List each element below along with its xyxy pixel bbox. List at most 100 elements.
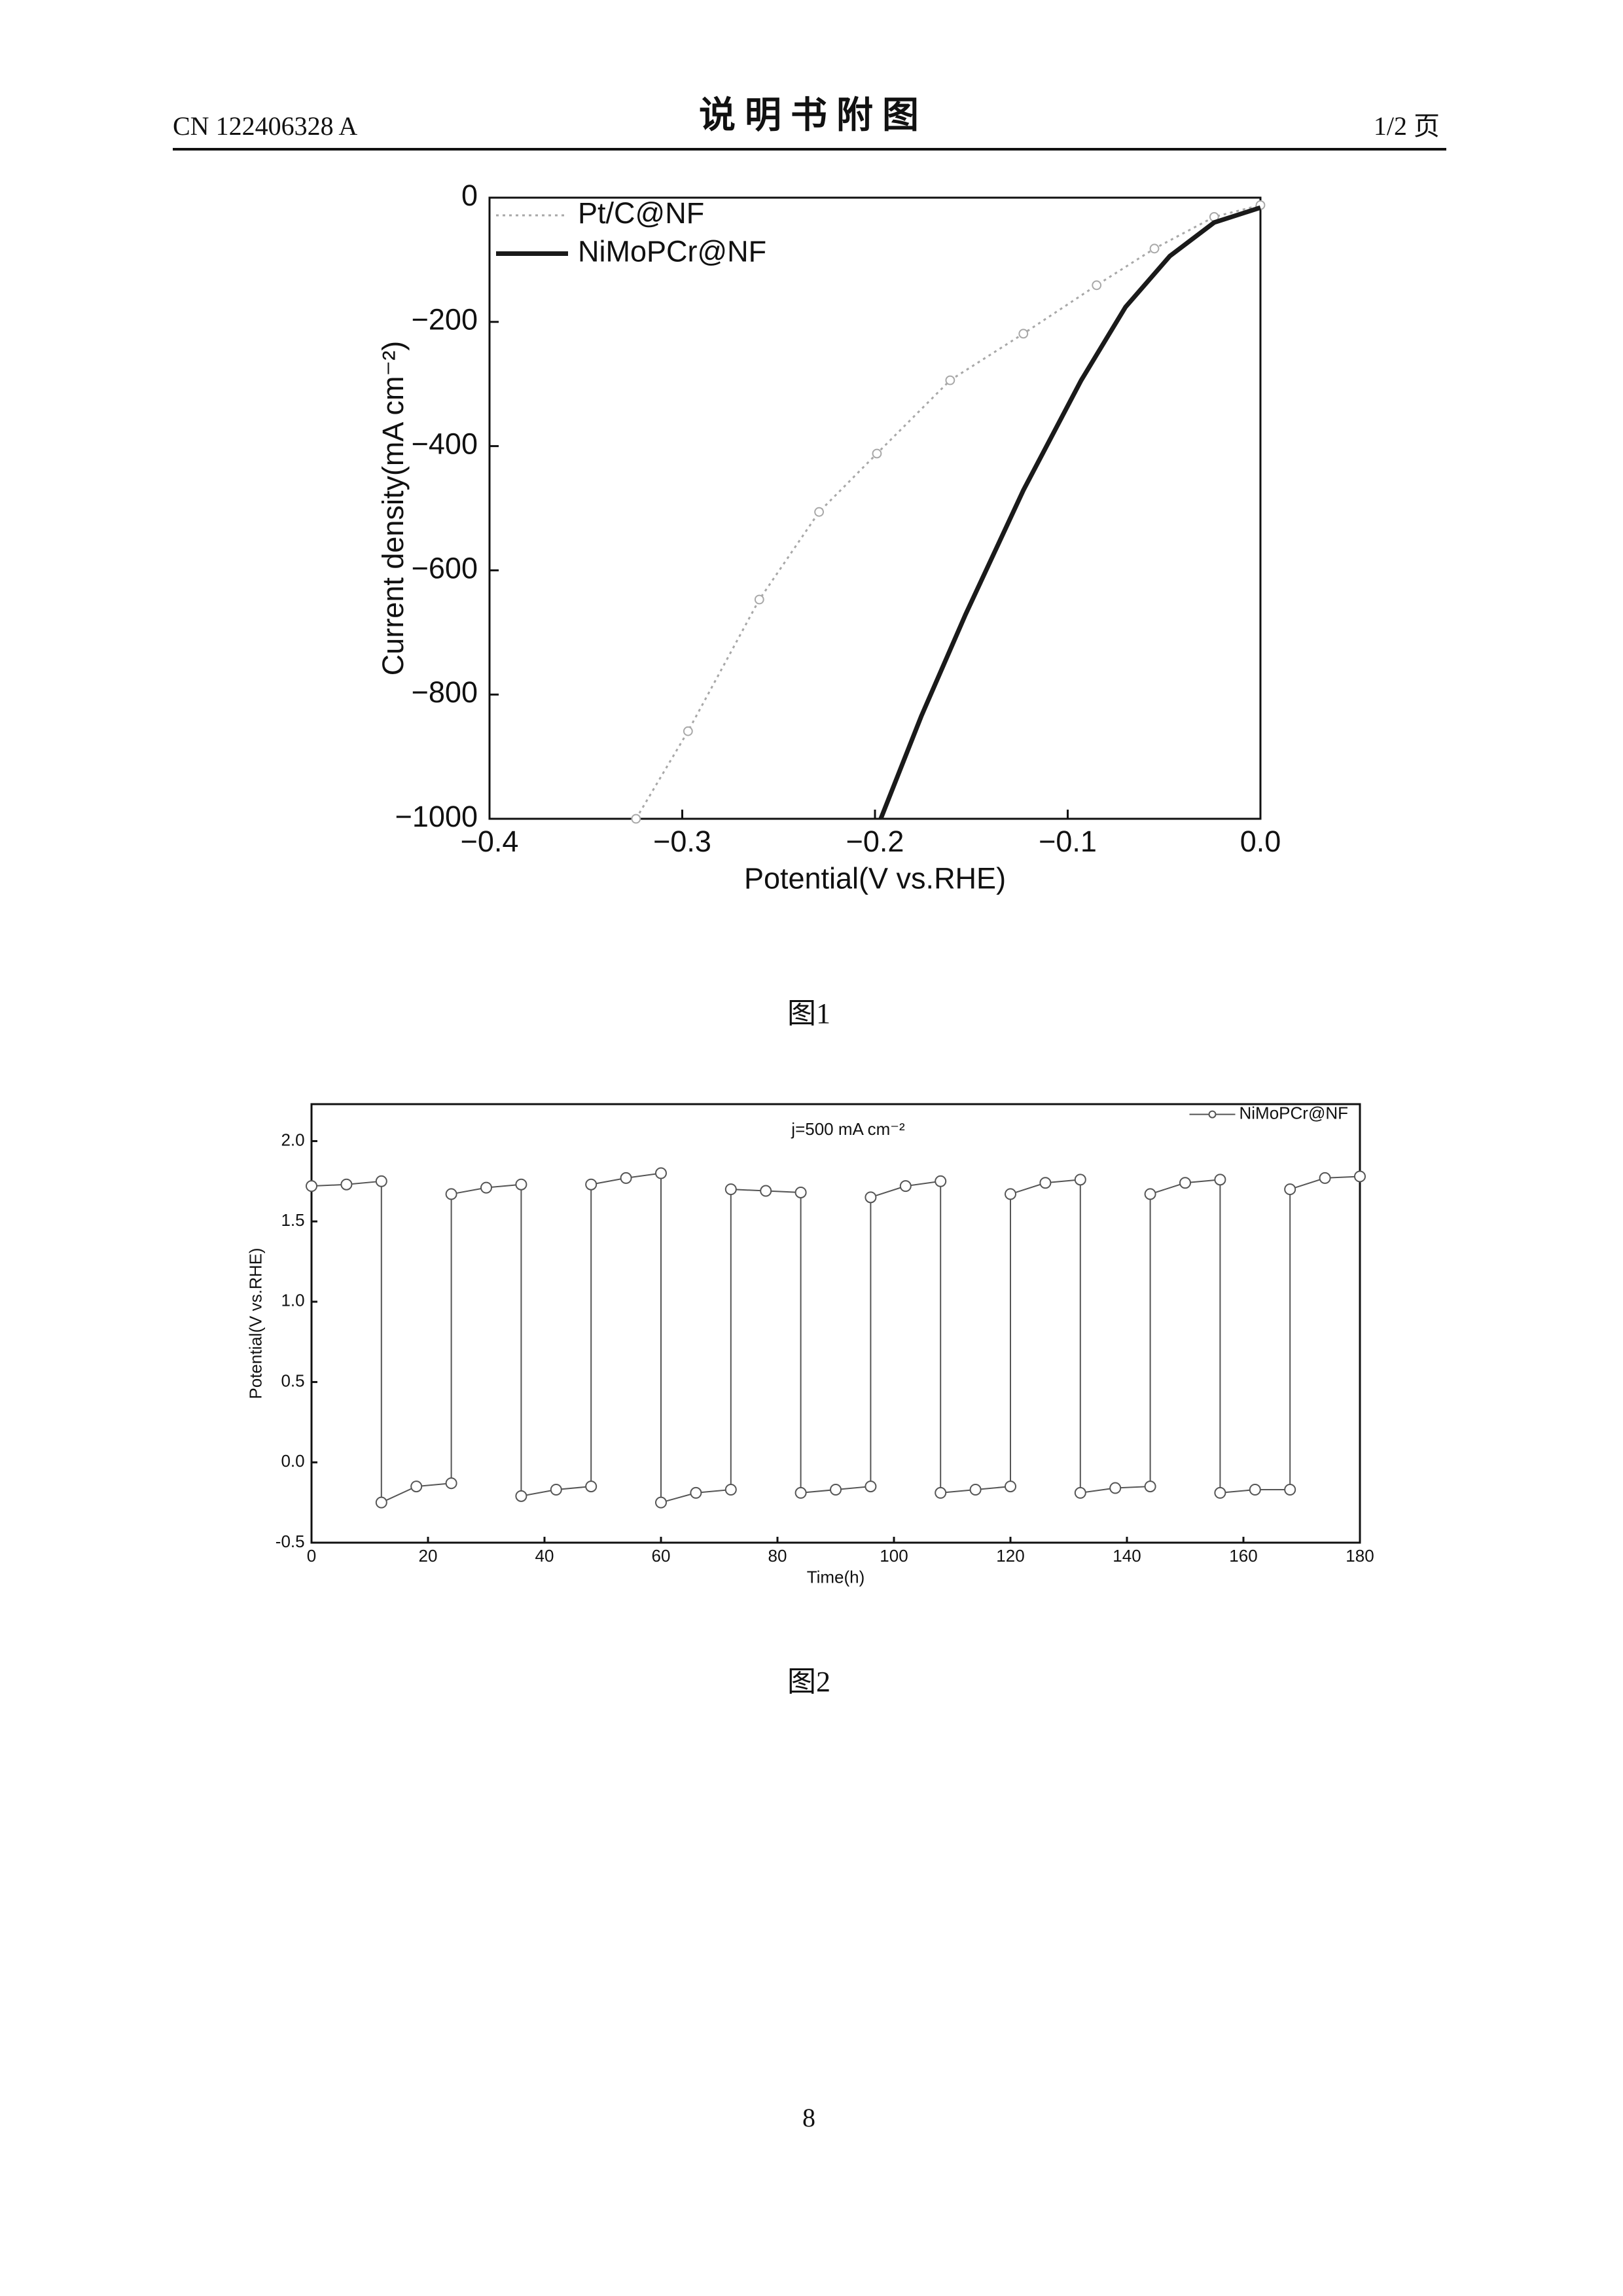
series-marker bbox=[516, 1179, 526, 1190]
series-marker bbox=[1075, 1488, 1086, 1498]
legend-label: NiMoPCr@NF bbox=[1240, 1103, 1349, 1122]
series-marker bbox=[481, 1183, 491, 1193]
series-marker bbox=[1110, 1483, 1120, 1494]
figure-caption: 图1 bbox=[787, 997, 830, 1030]
x-tick-label: 120 bbox=[996, 1546, 1024, 1566]
page: CN 122406328 A 说 明 书 附 图 1/2 页 8 −0.4−0.… bbox=[0, 0, 1623, 2296]
series-marker bbox=[376, 1498, 387, 1508]
x-tick-label: 100 bbox=[880, 1546, 908, 1566]
y-tick-label: 0.5 bbox=[281, 1371, 304, 1390]
document: CN 122406328 A 说 明 书 附 图 1/2 页 8 −0.4−0.… bbox=[0, 0, 1623, 2296]
x-tick-label: −0.2 bbox=[846, 825, 904, 858]
x-tick-label: 80 bbox=[768, 1546, 787, 1566]
patent-number: CN 122406328 A bbox=[173, 111, 357, 141]
series-marker bbox=[446, 1189, 457, 1199]
series-marker bbox=[1285, 1184, 1295, 1194]
series-marker bbox=[1285, 1484, 1295, 1495]
series-marker bbox=[1355, 1171, 1365, 1181]
series-marker bbox=[1215, 1174, 1225, 1185]
series-marker bbox=[306, 1181, 317, 1191]
series-line bbox=[636, 205, 1260, 819]
series-marker bbox=[551, 1484, 562, 1495]
legend-label: Pt/C@NF bbox=[578, 196, 704, 230]
y-tick-label: −1000 bbox=[395, 800, 478, 833]
series-marker bbox=[901, 1181, 911, 1191]
series-marker bbox=[411, 1481, 421, 1492]
series-marker bbox=[971, 1484, 981, 1495]
y-tick-label: −200 bbox=[412, 303, 478, 336]
x-axis-label: Potential(V vs.RHE) bbox=[744, 861, 1006, 895]
series-marker bbox=[755, 596, 764, 604]
x-axis-label: Time(h) bbox=[807, 1567, 865, 1587]
y-tick-label: -0.5 bbox=[276, 1532, 305, 1551]
series-marker bbox=[935, 1488, 946, 1498]
y-tick-label: −800 bbox=[412, 675, 478, 709]
series-marker bbox=[830, 1484, 841, 1495]
x-tick-label: 0 bbox=[307, 1546, 316, 1566]
series-marker bbox=[1180, 1177, 1190, 1188]
series-marker bbox=[516, 1491, 526, 1501]
series-marker bbox=[865, 1192, 876, 1202]
y-tick-label: −400 bbox=[412, 427, 478, 460]
page-title: 说 明 书 附 图 bbox=[699, 96, 919, 136]
series-marker bbox=[873, 450, 882, 458]
series-marker bbox=[690, 1488, 701, 1498]
y-tick-label: 1.5 bbox=[281, 1210, 304, 1230]
series-marker bbox=[1320, 1173, 1330, 1183]
series-marker bbox=[760, 1186, 771, 1196]
series-marker bbox=[1075, 1174, 1086, 1185]
x-tick-label: 20 bbox=[419, 1546, 438, 1566]
series-marker bbox=[656, 1168, 666, 1179]
series-marker bbox=[586, 1179, 596, 1190]
series-marker bbox=[621, 1173, 632, 1183]
series-marker bbox=[865, 1481, 876, 1492]
series-marker bbox=[1019, 329, 1027, 338]
page-number: 8 bbox=[802, 2103, 815, 2132]
x-tick-label: 40 bbox=[535, 1546, 554, 1566]
chart: −0.4−0.3−0.2−0.10.00−200−400−600−800−100… bbox=[376, 179, 1281, 895]
series-marker bbox=[1215, 1488, 1225, 1498]
y-tick-label: 1.0 bbox=[281, 1291, 304, 1310]
series-line bbox=[881, 207, 1260, 819]
series-marker bbox=[1040, 1177, 1050, 1188]
x-tick-label: −0.3 bbox=[653, 825, 711, 858]
series-marker bbox=[1005, 1189, 1016, 1199]
chart: 020406080100120140160180-0.50.00.51.01.5… bbox=[246, 1103, 1374, 1587]
x-tick-label: −0.1 bbox=[1039, 825, 1097, 858]
series-marker bbox=[446, 1478, 457, 1488]
x-tick-label: 160 bbox=[1229, 1546, 1257, 1566]
series-line bbox=[312, 1174, 1360, 1503]
series-marker bbox=[935, 1176, 946, 1187]
y-tick-label: 0 bbox=[461, 179, 478, 212]
series-marker bbox=[684, 727, 692, 736]
legend-marker bbox=[1209, 1111, 1216, 1118]
series-marker bbox=[1005, 1481, 1016, 1492]
plot-frame bbox=[490, 198, 1260, 819]
series-marker bbox=[586, 1481, 596, 1492]
y-axis-label: Potential(V vs.RHE) bbox=[246, 1247, 266, 1399]
series-marker bbox=[946, 376, 954, 385]
series-marker bbox=[726, 1184, 736, 1194]
series-marker bbox=[1150, 244, 1159, 253]
y-axis-label: Current density(mA cm⁻²) bbox=[376, 341, 410, 675]
annotation: j=500 mA cm⁻² bbox=[791, 1119, 905, 1139]
y-tick-label: 2.0 bbox=[281, 1130, 304, 1149]
series-marker bbox=[341, 1179, 351, 1190]
series-marker bbox=[656, 1498, 666, 1508]
series-marker bbox=[796, 1187, 806, 1198]
series-marker bbox=[1092, 281, 1101, 289]
series-marker bbox=[1145, 1481, 1156, 1492]
legend-label: NiMoPCr@NF bbox=[578, 234, 766, 268]
y-tick-label: −600 bbox=[412, 551, 478, 584]
figure-caption: 图2 bbox=[787, 1666, 830, 1698]
series-marker bbox=[376, 1176, 387, 1187]
series-marker bbox=[1145, 1189, 1156, 1199]
x-tick-label: 60 bbox=[652, 1546, 671, 1566]
x-tick-label: 140 bbox=[1113, 1546, 1141, 1566]
y-tick-label: 0.0 bbox=[281, 1451, 304, 1471]
plot-frame bbox=[312, 1104, 1360, 1543]
series-marker bbox=[632, 815, 640, 823]
series-marker bbox=[1250, 1484, 1260, 1495]
series-marker bbox=[726, 1484, 736, 1495]
series-marker bbox=[815, 508, 823, 516]
